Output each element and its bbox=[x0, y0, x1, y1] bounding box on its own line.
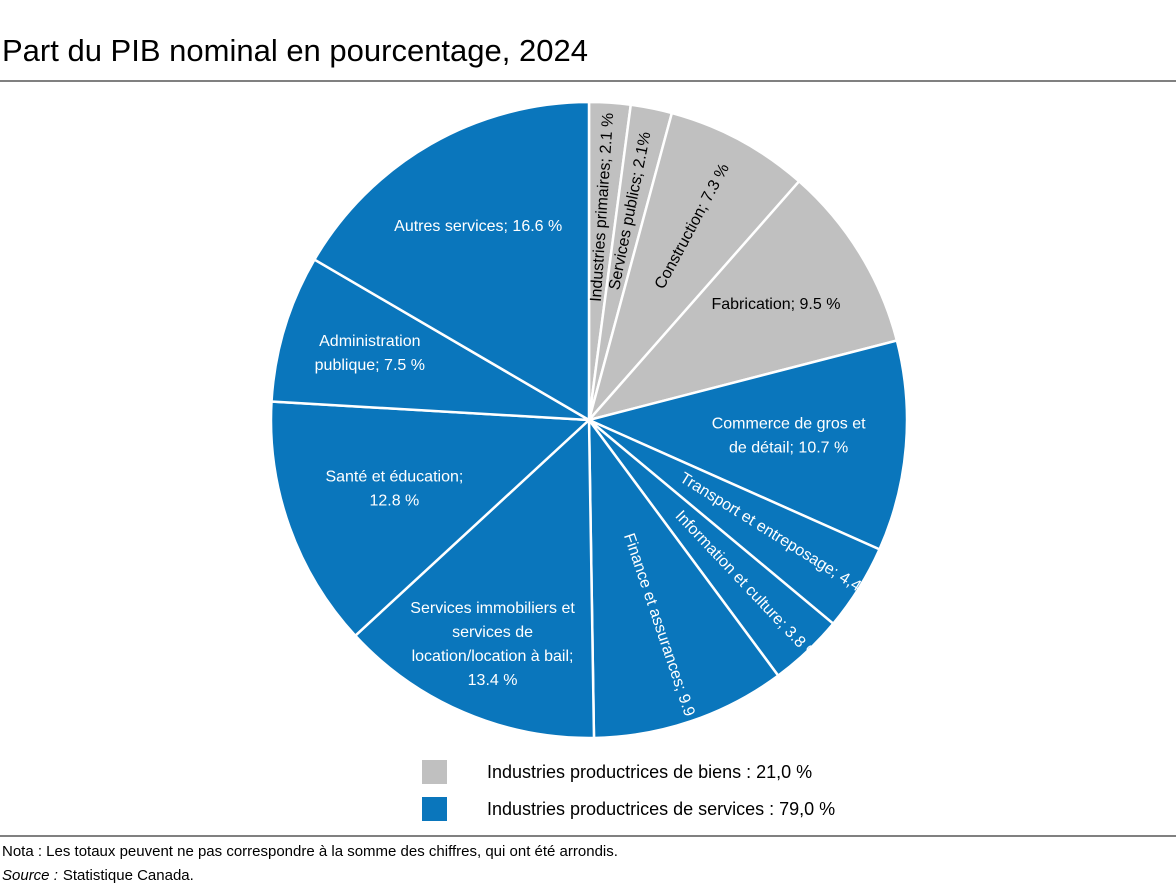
data-label-line: location/location à bail; bbox=[412, 648, 574, 665]
source: Source : Statistique Canada. bbox=[2, 867, 194, 884]
data-label: Fabrication; 9.5 % bbox=[711, 296, 840, 313]
data-label-line: Services immobiliers et bbox=[410, 600, 575, 617]
pie-slice bbox=[353, 417, 596, 740]
source-label: Source : bbox=[2, 867, 58, 884]
data-label: Administration publique; 7.5 % bbox=[315, 333, 425, 374]
source-text: Statistique Canada. bbox=[63, 867, 194, 884]
legend-label: Industries productrices de services : 79… bbox=[487, 799, 835, 819]
pie-slice bbox=[587, 416, 780, 740]
data-label: Services immobiliers et services de locati… bbox=[410, 600, 575, 689]
data-label-line: 12.8 % bbox=[369, 493, 419, 510]
data-label-line: 13.4 % bbox=[468, 672, 518, 689]
data-label-line: Administration bbox=[319, 333, 420, 350]
data-label-line: Commerce de gros et bbox=[712, 416, 866, 433]
legend-label: Industries productrices de biens : 21,0 … bbox=[487, 762, 812, 782]
legend: Industries productrices de biens : 21,0 … bbox=[422, 760, 835, 821]
data-label-line: publique; 7.5 % bbox=[315, 357, 425, 374]
data-label: Autres services; 16.6 % bbox=[394, 218, 562, 235]
data-label: Santé et éducation; 12.8 % bbox=[325, 469, 463, 510]
data-label-line: Autres services; 16.6 % bbox=[394, 218, 562, 235]
pie: Industries primaires; 2.1 %Services publ… bbox=[269, 100, 909, 740]
data-label-line: services de bbox=[452, 624, 533, 641]
pie-slice bbox=[587, 111, 801, 421]
pie-slice bbox=[269, 400, 593, 638]
pie-slice bbox=[312, 100, 591, 423]
chart-title: Part du PIB nominal en pourcentage, 2024 bbox=[2, 33, 588, 68]
legend-swatch bbox=[422, 797, 447, 821]
note: Nota : Les totaux peuvent ne pas corresp… bbox=[2, 843, 618, 860]
data-label-line: Fabrication; 9.5 % bbox=[711, 296, 840, 313]
pie-slice bbox=[585, 338, 909, 552]
data-label-line: de détail; 10.7 % bbox=[729, 440, 848, 457]
data-label-line: Santé et éducation; bbox=[325, 469, 463, 486]
data-label: Commerce de gros et de détail; 10.7 % bbox=[712, 416, 866, 457]
legend-swatch bbox=[422, 760, 447, 784]
pie-slice bbox=[270, 257, 590, 422]
